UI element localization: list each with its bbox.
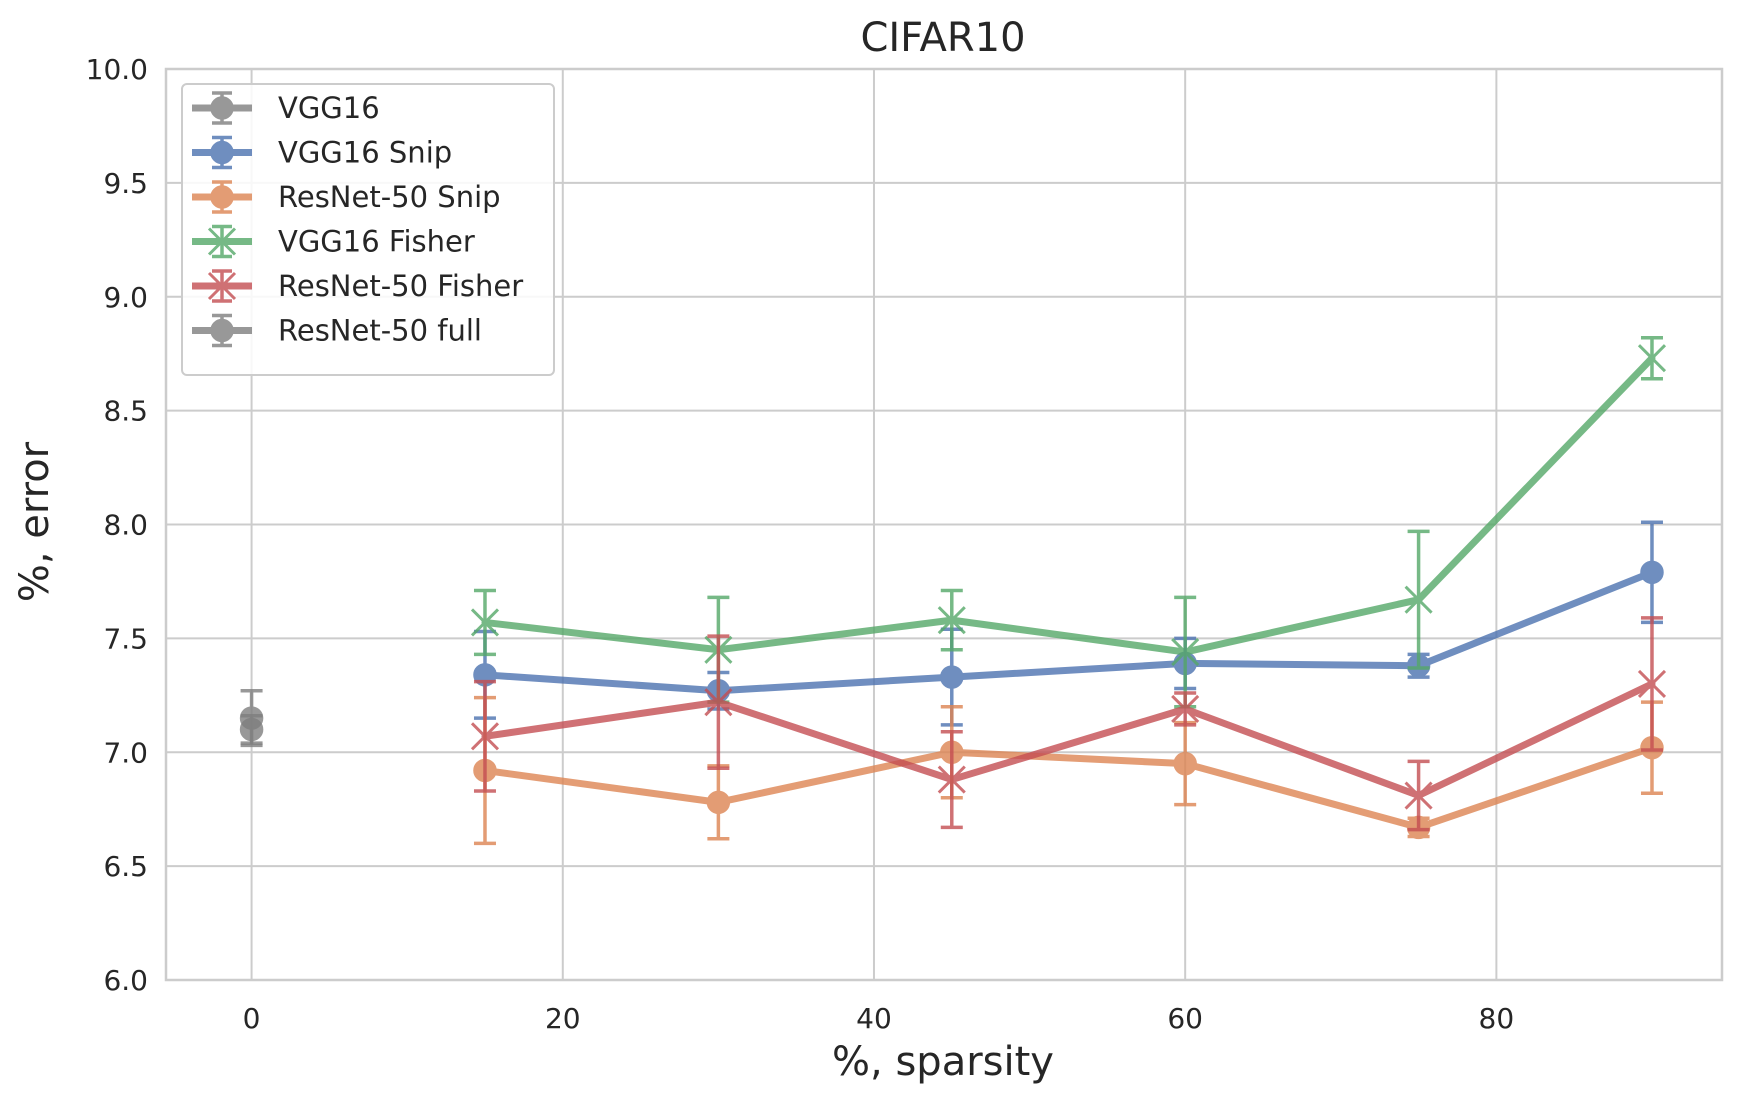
data-point [470, 608, 500, 637]
data-point [1404, 585, 1433, 614]
legend-marker [207, 271, 237, 301]
legend-marker [210, 318, 234, 343]
legend-swatch [192, 91, 252, 125]
legend-label: ResNet-50 full [278, 314, 482, 348]
data-point [1640, 560, 1664, 585]
legend-marker [210, 185, 234, 209]
data-point [1171, 694, 1200, 724]
y-tick-label: 9.0 [103, 281, 148, 314]
series-layer [239, 335, 1667, 846]
series-line [481, 354, 1656, 656]
legend-label: ResNet-50 Snip [278, 180, 501, 214]
x-tick-label: 0 [243, 1002, 261, 1035]
data-point [1173, 751, 1197, 776]
data-point [1171, 637, 1200, 667]
data-point [239, 717, 264, 742]
series-resnet-50-fisher [470, 616, 1667, 832]
legend-swatch [192, 313, 252, 348]
x-tick-labels: 0 20 40 60 80 [243, 1002, 1515, 1035]
series-line [481, 744, 1656, 831]
data-point [1404, 781, 1433, 810]
legend-swatch [192, 135, 252, 170]
x-tick-label: 20 [545, 1002, 581, 1035]
series-line [481, 680, 1656, 800]
y-tick-label: 6.0 [103, 964, 148, 997]
legend-item: ResNet-50 Snip [192, 180, 501, 214]
legend-swatch [192, 269, 252, 303]
series-resnet-50-snip [473, 695, 1664, 846]
legend-swatch [192, 224, 252, 259]
axes-frame [164, 67, 1724, 982]
data-point [937, 765, 966, 794]
legend-item: ResNet-50 full [192, 314, 482, 348]
y-tick-label: 8.5 [103, 395, 148, 428]
legend: VGG16 VGG16 Snip ResNet-50 Snip VGG16 Fishe… [181, 83, 555, 376]
data-point [706, 790, 731, 815]
y-tick-label: 7.5 [103, 622, 148, 655]
legend-marker [210, 96, 234, 120]
legend-item: VGG16 Fisher [192, 225, 475, 259]
legend-marker [210, 140, 234, 165]
y-tick-label: 6.5 [103, 850, 148, 883]
data-point [1637, 669, 1667, 698]
data-point [1637, 344, 1667, 373]
x-tick-label: 40 [856, 1002, 892, 1035]
legend-marker [207, 227, 237, 256]
legend-label: VGG16 Fisher [278, 225, 475, 259]
series-vgg16-fisher [470, 335, 1667, 709]
x-tick-label: 80 [1479, 1002, 1515, 1035]
y-tick-label: 9.5 [103, 167, 148, 200]
series-line [481, 568, 1656, 695]
y-tick-label: 10.0 [86, 53, 148, 86]
series-vgg16-snip [473, 520, 1664, 727]
data-point [704, 688, 733, 717]
x-axis-label: %, sparsity [832, 1039, 1054, 1085]
y-tick-labels: 6.0 6.5 7.0 7.5 8.0 8.5 9.0 9.5 10.0 [86, 53, 148, 997]
data-point [940, 665, 964, 689]
legend-label: VGG16 Snip [278, 136, 452, 170]
y-tick-label: 7.0 [103, 736, 148, 769]
legend-label: VGG16 [278, 91, 380, 125]
chart-title: CIFAR10 [860, 15, 1025, 61]
legend-item: VGG16 [192, 91, 380, 125]
legend-item: VGG16 Snip [192, 136, 452, 170]
legend-frame [181, 83, 555, 376]
x-tick-label: 60 [1167, 1002, 1203, 1035]
data-point [470, 722, 500, 751]
data-point [937, 606, 966, 635]
legend-item: ResNet-50 Fisher [192, 269, 523, 303]
y-axis-label: %, error [12, 441, 58, 602]
series-resnet-50-full [239, 714, 264, 745]
legend-swatch [192, 180, 252, 214]
legend-label: ResNet-50 Fisher [278, 269, 523, 303]
y-tick-label: 8.0 [103, 509, 148, 542]
